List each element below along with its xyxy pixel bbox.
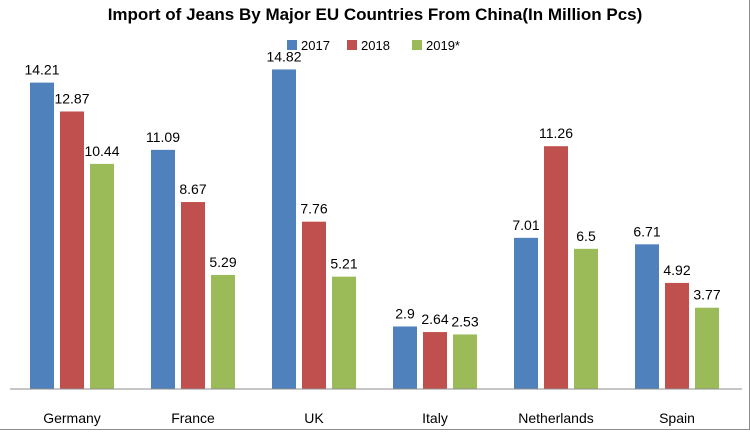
- bar-italy-2017: [393, 326, 417, 389]
- data-label-spain-2018: 4.92: [663, 262, 690, 278]
- category-label-germany: Germany: [43, 410, 101, 426]
- data-label-france-2017: 11.09: [146, 129, 180, 145]
- bar-spain-2018: [665, 282, 689, 389]
- category-label-netherlands: Netherlands: [518, 410, 594, 426]
- category-label-uk: UK: [304, 410, 324, 426]
- bar-netherlands-2019: [574, 248, 598, 389]
- data-label-uk-2018: 7.76: [300, 201, 327, 217]
- bar-italy-2018: [423, 332, 447, 389]
- data-label-italy-2018: 2.64: [421, 311, 448, 327]
- bar-netherlands-2017: [514, 237, 538, 389]
- bar-germany-2018: [60, 111, 84, 389]
- data-label-uk-2017: 14.82: [266, 48, 301, 64]
- bar-spain-2017: [635, 244, 659, 389]
- data-label-spain-2019: 3.77: [693, 287, 720, 303]
- category-label-france: France: [171, 410, 215, 426]
- data-label-italy-2017: 2.9: [395, 305, 415, 321]
- legend-swatch-2017: [287, 40, 297, 50]
- bar-germany-2017: [30, 82, 54, 390]
- bar-italy-2019: [453, 334, 477, 389]
- data-label-uk-2019: 5.21: [330, 256, 357, 272]
- category-labels-group: Germany France UK Italy Netherlands Spain: [43, 410, 695, 426]
- bar-france-2019: [211, 274, 235, 389]
- bar-uk-2017: [272, 69, 296, 389]
- data-label-germany-2018: 12.87: [54, 90, 89, 106]
- legend-swatch-2018: [347, 40, 357, 50]
- data-label-netherlands-2018: 11.26: [539, 125, 573, 141]
- bar-france-2018: [181, 202, 205, 389]
- data-label-france-2018: 8.67: [179, 181, 206, 197]
- bar-uk-2018: [302, 221, 326, 389]
- data-label-netherlands-2019: 6.5: [576, 228, 596, 244]
- bars-group: [30, 69, 719, 390]
- chart-title: Import of Jeans By Major EU Countries Fr…: [108, 5, 643, 24]
- value-labels-group: 14.21 12.87 10.44 11.09 8.67 5.29 14.82 7.76 5.2…: [24, 48, 720, 329]
- legend-label-2019: 2019*: [426, 38, 460, 53]
- legend: 2017 2018 2019*: [287, 38, 460, 53]
- category-label-italy: Italy: [422, 410, 448, 426]
- bar-uk-2019: [332, 276, 356, 389]
- data-label-italy-2019: 2.53: [451, 313, 478, 329]
- category-label-spain: Spain: [659, 410, 695, 426]
- bar-spain-2019: [695, 307, 719, 389]
- data-label-germany-2019: 10.44: [84, 143, 119, 159]
- data-label-netherlands-2017: 7.01: [512, 217, 539, 233]
- data-label-spain-2017: 6.71: [633, 223, 660, 239]
- bar-netherlands-2018: [544, 146, 568, 389]
- bar-germany-2019: [90, 163, 114, 389]
- bar-france-2017: [151, 149, 175, 389]
- legend-swatch-2019: [412, 40, 422, 50]
- legend-label-2018: 2018: [361, 38, 390, 53]
- legend-label-2017: 2017: [301, 38, 330, 53]
- data-label-germany-2017: 14.21: [24, 62, 59, 78]
- data-label-france-2019: 5.29: [209, 254, 236, 270]
